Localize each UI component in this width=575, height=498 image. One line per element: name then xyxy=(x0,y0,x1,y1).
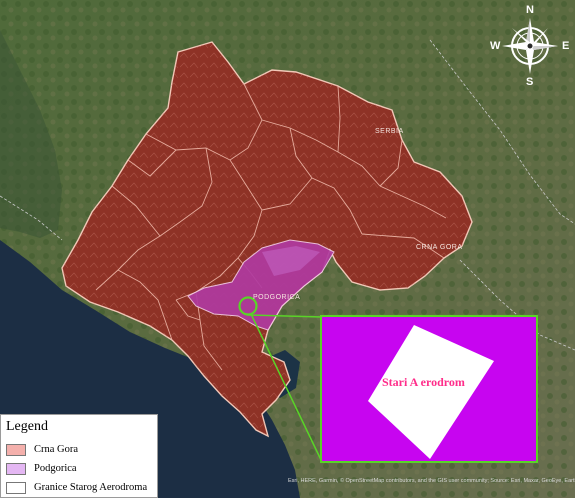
legend-title: Legend xyxy=(6,419,48,434)
legend-item-airport-boundary: Granice Starog Aerodroma xyxy=(6,479,147,496)
podgorica-highlight xyxy=(262,246,320,276)
legend-swatch xyxy=(6,443,26,456)
legend-item-podgorica: Podgorica xyxy=(6,460,77,477)
border-line xyxy=(429,39,575,225)
compass-south-label: S xyxy=(526,76,534,88)
place-label-crna-gora: CRNA GORA xyxy=(416,244,463,251)
legend-label: Granice Starog Aerodroma xyxy=(34,482,148,493)
place-label-podgorica: PODGORICA xyxy=(253,294,301,301)
airport-inset-panel: Stari A erodrom xyxy=(320,315,538,463)
legend-panel: Legend Crna Gora Podgorica Granice Staro… xyxy=(0,414,158,498)
legend-swatch xyxy=(6,462,26,475)
legend-swatch xyxy=(6,481,26,494)
legend-label: Podgorica xyxy=(34,463,77,474)
callout-line-top xyxy=(246,314,323,318)
montenegro-relief xyxy=(62,42,472,436)
compass-west-label: W xyxy=(490,40,501,52)
compass-north-label: N xyxy=(526,4,534,16)
legend-item-crna-gora: Crna Gora xyxy=(6,441,78,458)
legend-label: Crna Gora xyxy=(34,444,79,455)
place-label-serbia: SERBIA xyxy=(375,128,404,135)
map-attribution: Esri, HERE, Garmin, © OpenStreetMap cont… xyxy=(288,478,575,484)
border-line xyxy=(0,195,63,241)
compass-east-label: E xyxy=(562,40,570,52)
airport-boundary-shape[interactable] xyxy=(368,325,494,459)
coastal-hills xyxy=(0,30,62,238)
callout-line-bottom xyxy=(250,313,323,463)
airport-marker-circle[interactable] xyxy=(238,296,258,316)
inset-title: Stari A erodrom xyxy=(382,375,465,389)
compass-rose-icon: N S E W xyxy=(488,4,572,88)
